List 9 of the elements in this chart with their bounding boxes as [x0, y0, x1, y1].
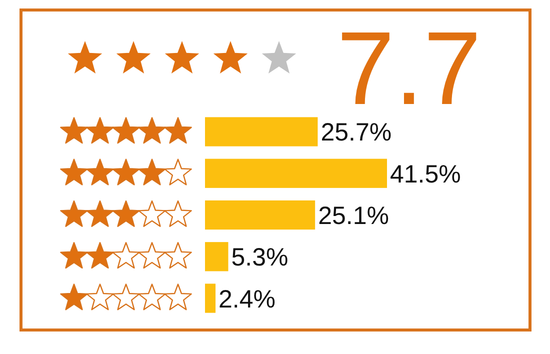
bar — [205, 158, 387, 188]
bar — [205, 200, 316, 230]
data-label: 25.1% — [318, 202, 389, 230]
bar — [205, 117, 318, 146]
data-label: 2.4% — [218, 285, 276, 314]
bar — [205, 242, 228, 272]
data-label: 5.3% — [231, 244, 288, 272]
data-label: 41.5% — [390, 160, 461, 188]
bar — [205, 284, 216, 313]
